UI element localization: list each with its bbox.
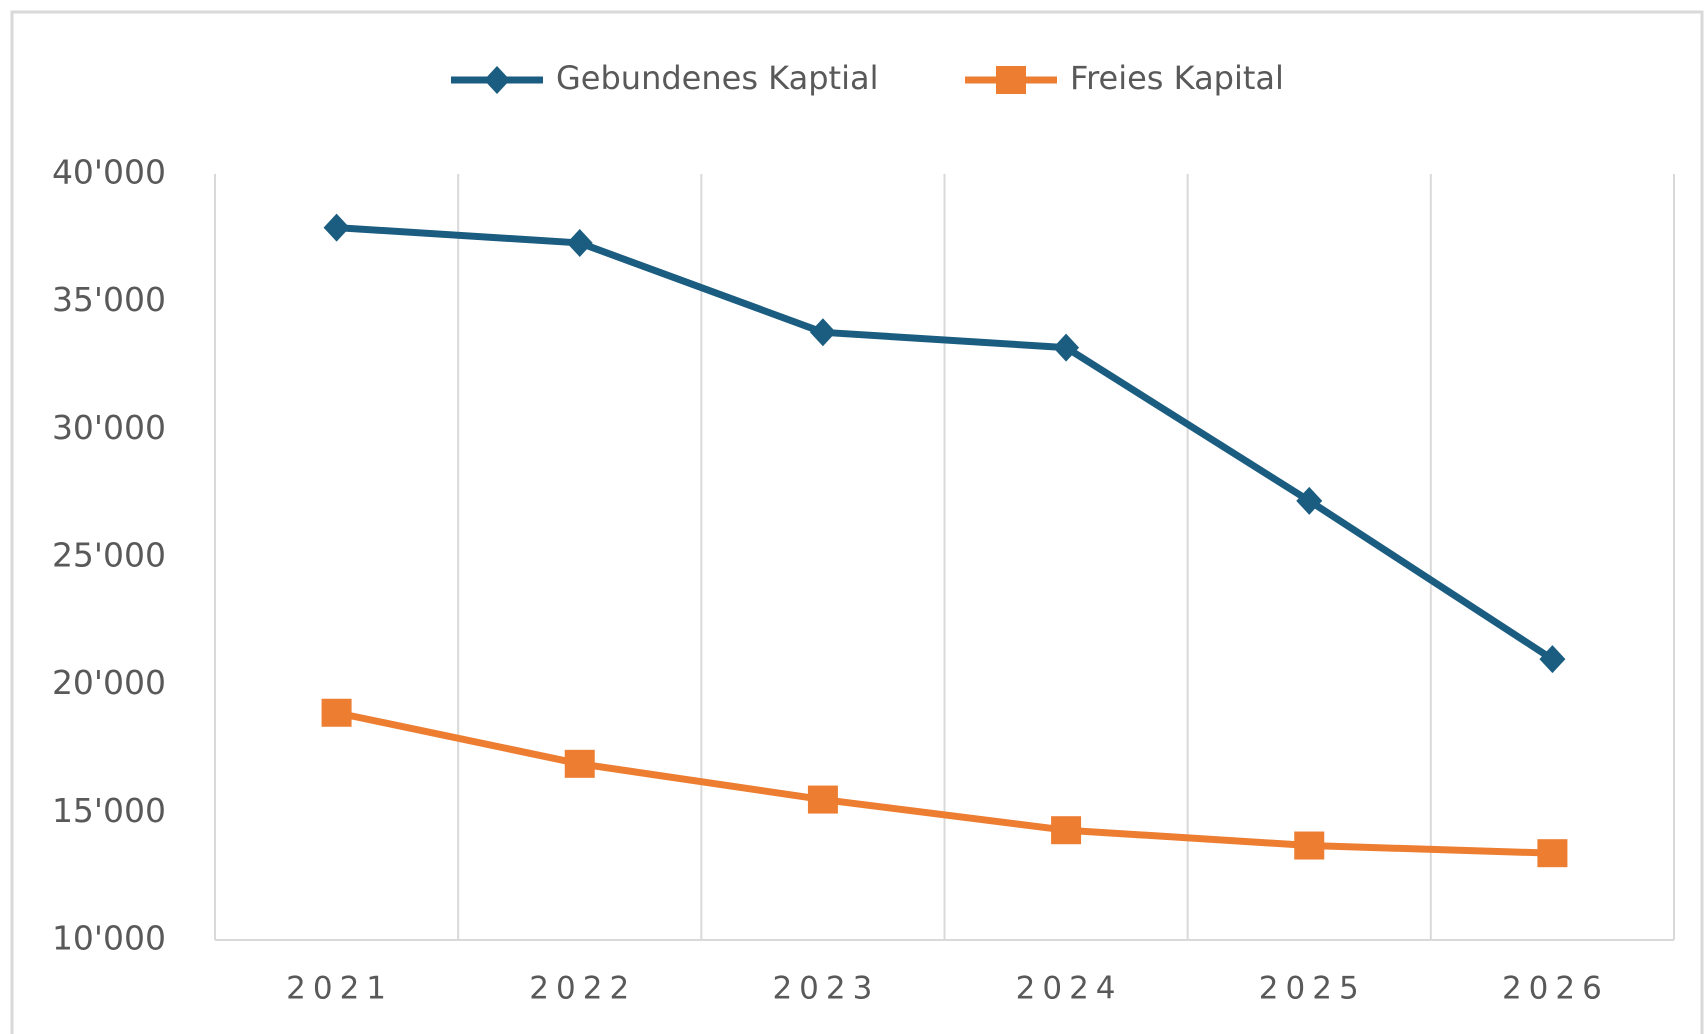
y-tick-label: 30'000 (52, 408, 166, 447)
series-line (335, 709, 1553, 857)
point-marker (1539, 645, 1566, 674)
point-marker (321, 698, 352, 727)
chart-frame (10, 10, 1704, 1034)
x-tick-label: 2026 (1502, 971, 1609, 1007)
y-tick-label: 20'000 (52, 663, 166, 702)
legend-label: Gebundenes Kaptial (556, 59, 878, 97)
point-marker (564, 749, 595, 778)
point-marker (1294, 831, 1325, 860)
point-marker (1537, 839, 1568, 868)
point-marker (1296, 486, 1323, 515)
y-tick-label: 40'000 (52, 153, 166, 192)
point-marker (566, 228, 593, 257)
point-marker (809, 318, 836, 347)
legend-marker (996, 66, 1026, 94)
point-marker (807, 785, 838, 814)
point-marker (323, 213, 350, 242)
x-tick-label: 2022 (529, 971, 636, 1007)
y-tick-label: 15'000 (52, 791, 166, 830)
x-tick-label: 2021 (286, 971, 393, 1007)
y-tick-label: 10'000 (52, 919, 166, 958)
y-tick-label: 35'000 (52, 280, 166, 319)
legend-marker (484, 66, 510, 94)
series-line (336, 224, 1555, 663)
legend-label: Freies Kapital (1070, 59, 1284, 97)
y-tick-label: 25'000 (52, 536, 166, 575)
x-tick-label: 2024 (1016, 971, 1123, 1007)
x-tick-label: 2023 (772, 971, 879, 1007)
point-marker (1051, 816, 1082, 845)
x-tick-label: 2025 (1259, 971, 1366, 1007)
point-marker (1053, 333, 1080, 362)
